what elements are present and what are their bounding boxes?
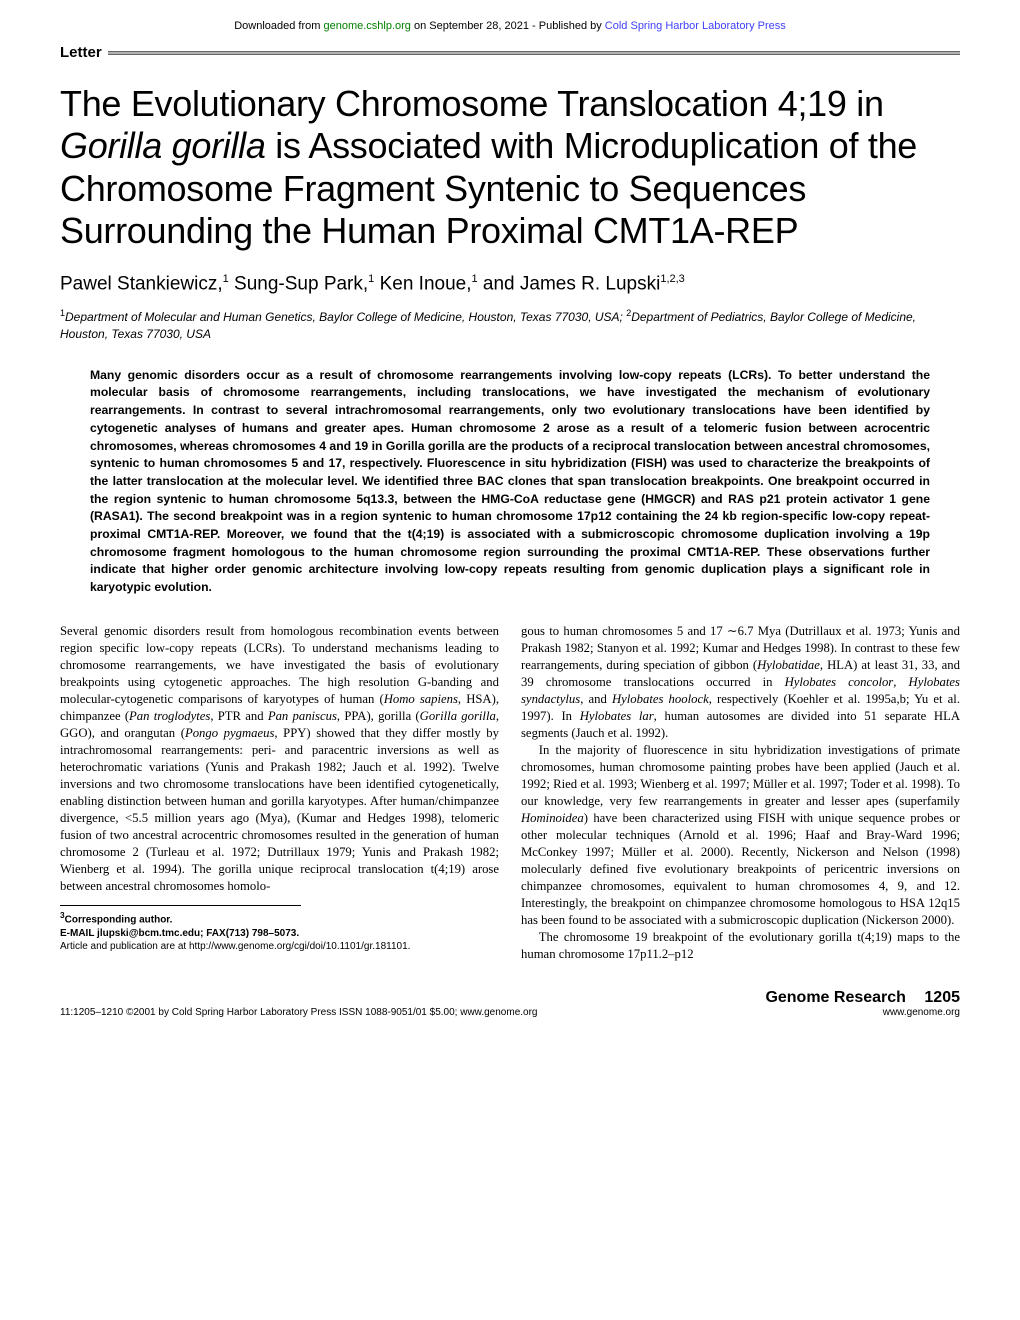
dl-site-link[interactable]: genome.cshlp.org [323,20,410,32]
footer-left: 11:1205–1210 ©2001 by Cold Spring Harbor… [60,1007,538,1018]
col2-p3: The chromosome 19 breakpoint of the evol… [521,929,960,963]
section-label: Letter [60,44,102,61]
dl-mid: on September 28, 2021 - Published by [411,20,605,32]
author-3: Ken Inoue, [380,273,472,294]
aff-1-text: Department of Molecular and Human Geneti… [65,310,626,324]
corr-divider [60,905,301,906]
section-rule [108,51,960,55]
author-2-aff: 1 [368,273,374,285]
title-p1: The Evolutionary Chromosome Translocatio… [60,83,884,124]
corr-article-info: Article and publication are at http://ww… [60,940,499,954]
dl-prefix: Downloaded from [234,20,323,32]
body-columns: Several genomic disorders result from ho… [60,623,960,963]
author-4: and James R. Lupski [483,273,660,294]
right-column: gous to human chromosomes 5 and 17 ∼6.7 … [521,623,960,963]
col2-p2: In the majority of fluorescence in situ … [521,742,960,929]
journal-url: www.genome.org [765,1007,960,1018]
corr-label: Corresponding author. [65,914,173,925]
corr-email: E-MAIL jlupski@bcm.tmc.edu; FAX(713) 798… [60,927,499,941]
author-4-aff: 1,2,3 [660,273,684,285]
authors: Pawel Stankiewicz,1 Sung-Sup Park,1 Ken … [60,273,960,295]
dl-publisher-link[interactable]: Cold Spring Harbor Laboratory Press [605,20,786,32]
author-2: Sung-Sup Park, [234,273,368,294]
abstract: Many genomic disorders occur as a result… [90,367,930,597]
article-title: The Evolutionary Chromosome Translocatio… [60,83,960,253]
author-1-aff: 1 [223,273,229,285]
corresponding-author: 3Corresponding author. E-MAIL jlupski@bc… [60,910,499,954]
page-footer: 11:1205–1210 ©2001 by Cold Spring Harbor… [60,989,960,1018]
page-number: 1205 [924,989,960,1006]
author-1: Pawel Stankiewicz, [60,273,223,294]
journal-name: Genome Research [765,989,906,1006]
title-ital: Gorilla gorilla [60,125,266,166]
author-3-aff: 1 [472,273,478,285]
col2-p1: gous to human chromosomes 5 and 17 ∼6.7 … [521,623,960,742]
left-column: Several genomic disorders result from ho… [60,623,499,963]
col1-p1: Several genomic disorders result from ho… [60,623,499,895]
footer-right: Genome Research 1205 www.genome.org [765,989,960,1018]
section-header: Letter [60,44,960,61]
affiliations: 1Department of Molecular and Human Genet… [60,307,960,343]
download-banner: Downloaded from genome.cshlp.org on Sept… [60,20,960,32]
